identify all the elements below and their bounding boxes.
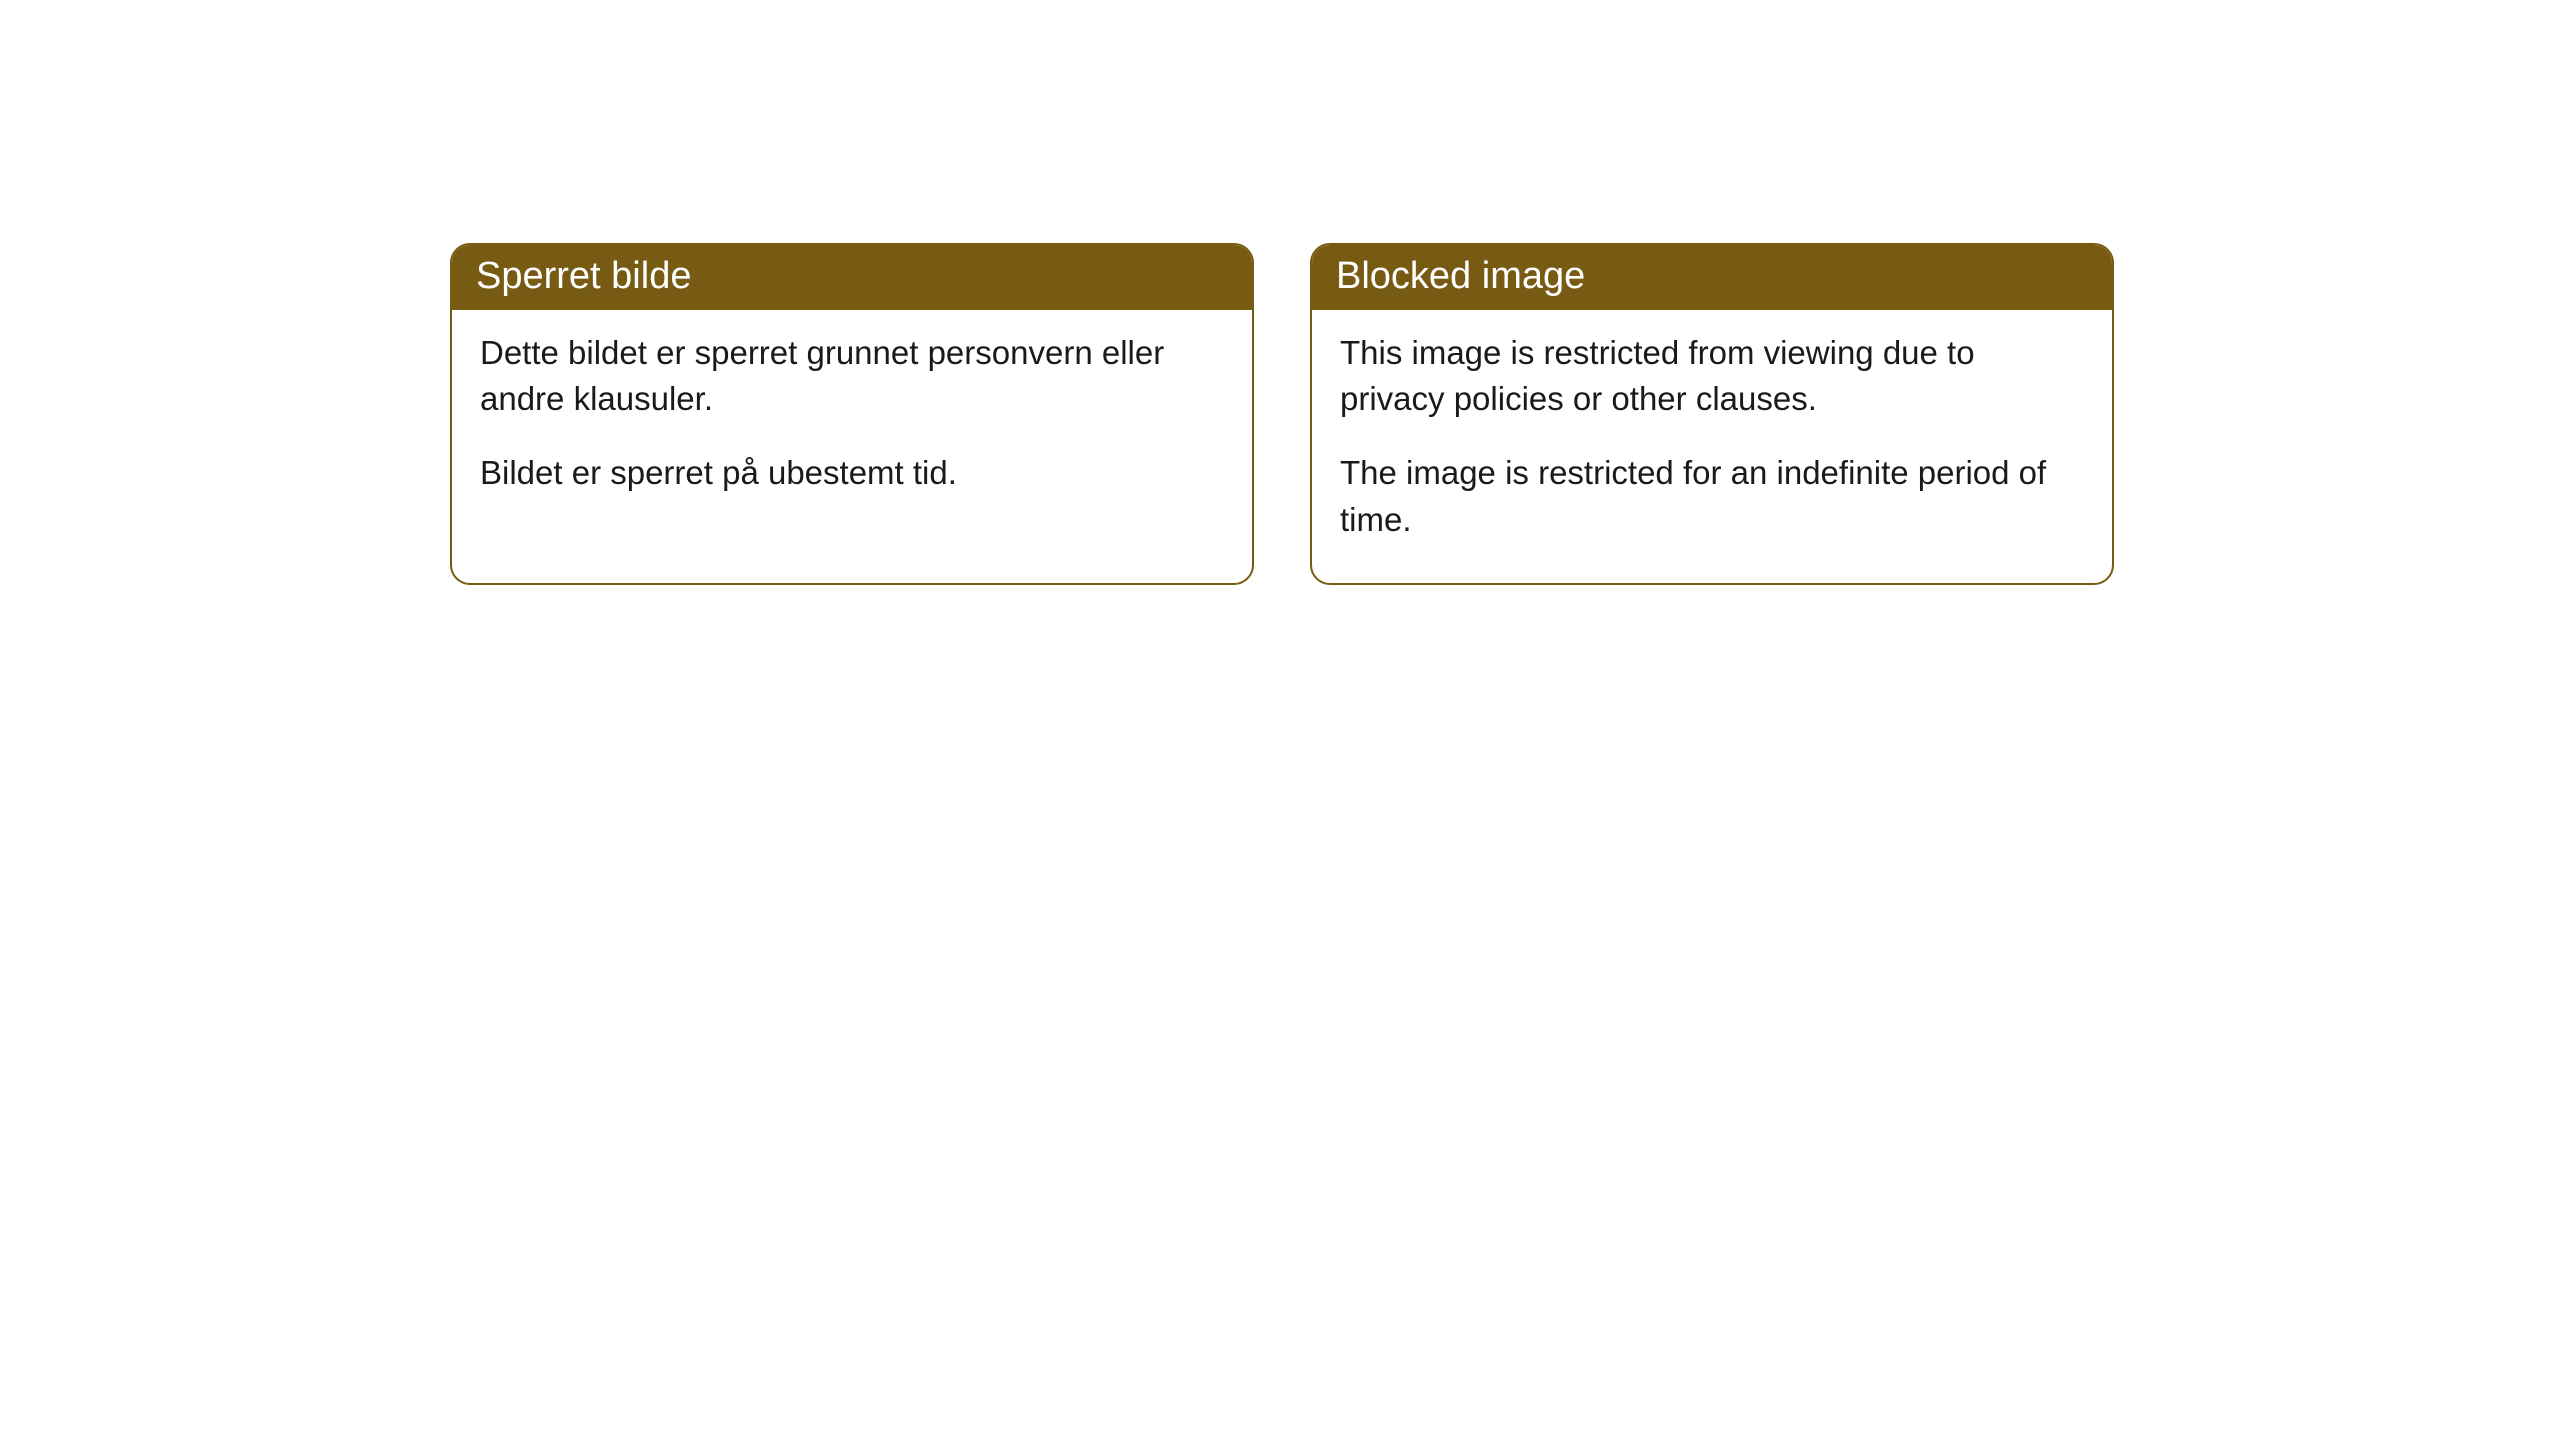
card-header-english: Blocked image (1312, 245, 2112, 310)
card-paragraph: The image is restricted for an indefinit… (1340, 450, 2084, 542)
card-body-norwegian: Dette bildet er sperret grunnet personve… (452, 310, 1252, 537)
notice-card-english: Blocked image This image is restricted f… (1310, 243, 2114, 585)
card-title: Sperret bilde (476, 255, 691, 297)
card-paragraph: Bildet er sperret på ubestemt tid. (480, 450, 1224, 496)
card-body-english: This image is restricted from viewing du… (1312, 310, 2112, 583)
card-title: Blocked image (1336, 255, 1585, 297)
card-header-norwegian: Sperret bilde (452, 245, 1252, 310)
card-paragraph: Dette bildet er sperret grunnet personve… (480, 330, 1224, 422)
card-paragraph: This image is restricted from viewing du… (1340, 330, 2084, 422)
notice-card-norwegian: Sperret bilde Dette bildet er sperret gr… (450, 243, 1254, 585)
notice-cards-container: Sperret bilde Dette bildet er sperret gr… (450, 243, 2114, 585)
